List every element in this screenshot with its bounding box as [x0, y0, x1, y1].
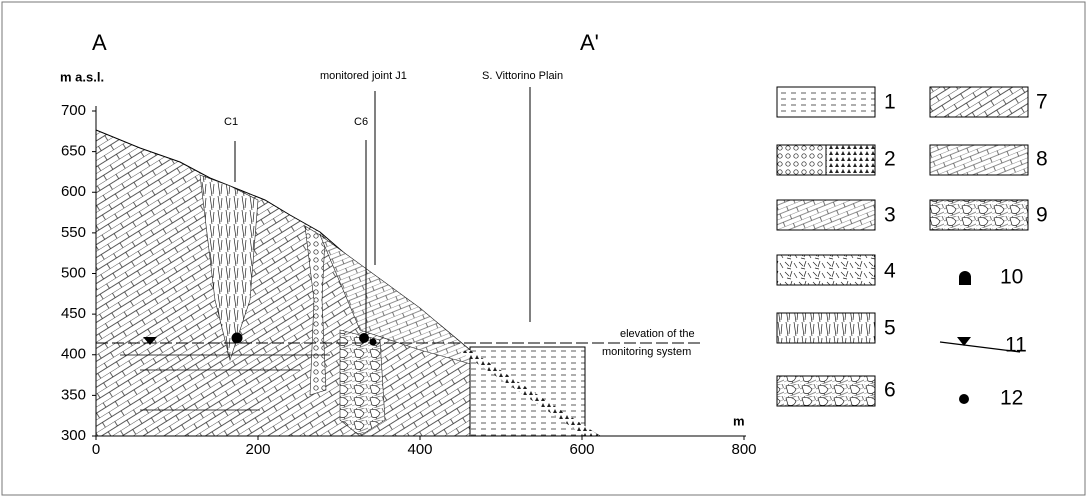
legend-swatch — [929, 86, 1029, 118]
fractured-zone — [199, 174, 259, 362]
y-tick-label: 650 — [61, 143, 86, 160]
x-tick-label: 0 — [92, 441, 100, 458]
legend-label: 12 — [1000, 387, 1023, 410]
legend-label: 6 — [884, 379, 896, 402]
annotation: monitoring system — [602, 346, 691, 358]
station — [369, 338, 377, 346]
legend-swatch — [776, 312, 876, 344]
legend-symbol — [939, 341, 1021, 353]
legend-label: 3 — [884, 204, 896, 227]
annotation: elevation of the — [620, 328, 695, 340]
legend-swatch — [825, 144, 876, 176]
tunnel-lines — [120, 354, 330, 411]
legend-label: 2 — [884, 148, 896, 171]
y-tick-label: 500 — [61, 264, 86, 281]
legend-swatch — [929, 199, 1029, 231]
y-tick-label: 300 — [61, 427, 86, 444]
legend-swatch — [776, 199, 876, 231]
legend-label: 8 — [1036, 148, 1048, 171]
legend-swatch — [776, 375, 876, 407]
legend-symbol — [959, 271, 971, 285]
legend-swatch — [776, 254, 876, 286]
legend-label: 9 — [1036, 204, 1048, 227]
y-axis-label: m a.s.l. — [60, 69, 104, 84]
section-end: A' — [580, 30, 599, 55]
legend-swatch — [929, 144, 1029, 176]
debris-zone — [304, 225, 327, 396]
section-start: A — [92, 30, 107, 55]
annotation: monitored joint J1 — [320, 70, 407, 82]
legend — [776, 86, 1029, 407]
legend-label: 7 — [1036, 91, 1048, 114]
x-tick-label: 800 — [731, 441, 756, 458]
y-tick-label: 350 — [61, 386, 86, 403]
legend-label: 5 — [884, 317, 896, 340]
annotation-leader — [234, 87, 531, 340]
x-axis-label: m — [733, 413, 745, 428]
legend-label: 11 — [1005, 334, 1027, 357]
legend-symbol — [959, 394, 969, 404]
x-tick-label: 400 — [407, 441, 432, 458]
y-tick-label: 450 — [61, 305, 86, 322]
station — [231, 332, 243, 344]
annotation: C6 — [354, 116, 368, 128]
legend-label: 10 — [1000, 266, 1023, 289]
y-tick-label: 400 — [61, 346, 86, 363]
legend-label: 4 — [884, 260, 896, 283]
legend-symbol — [957, 337, 971, 346]
y-tick-label: 700 — [61, 102, 86, 119]
legend-label: 1 — [884, 91, 896, 114]
y-tick-label: 550 — [61, 224, 86, 241]
station — [359, 333, 369, 343]
slope-debris — [460, 350, 600, 436]
annotation: C1 — [224, 116, 238, 128]
legend-swatch — [776, 144, 827, 176]
water-table — [143, 337, 157, 345]
x-tick-label: 600 — [569, 441, 594, 458]
y-tick-label: 600 — [61, 183, 86, 200]
x-tick-label: 200 — [245, 441, 270, 458]
legend-swatch — [776, 86, 876, 118]
annotation: S. Vittorino Plain — [482, 70, 563, 82]
collapse-zone — [339, 329, 386, 437]
